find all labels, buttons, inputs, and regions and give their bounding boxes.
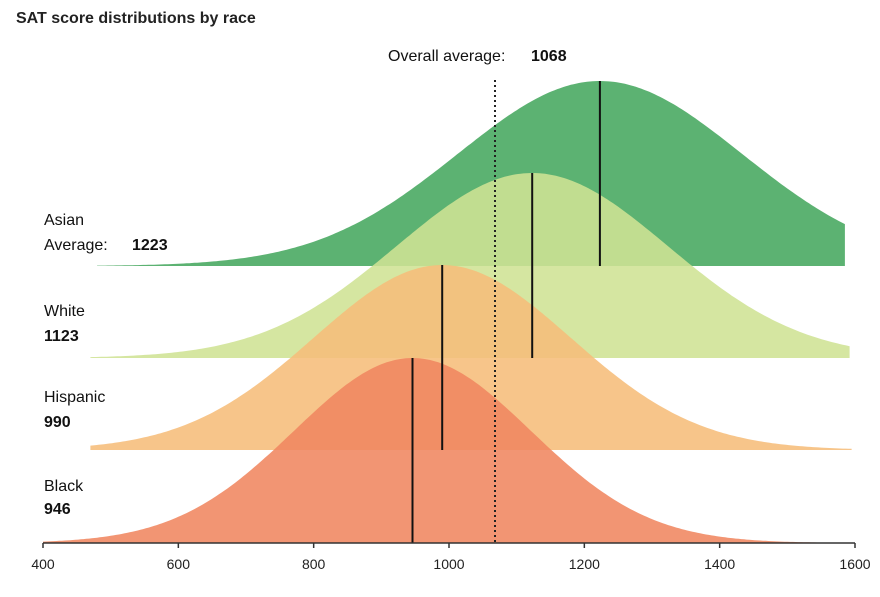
overall-average-value: 1068	[531, 48, 567, 65]
x-tick-label-600: 600	[167, 556, 191, 572]
series-label-black: Black 946	[44, 478, 84, 518]
chart-title: SAT score distributions by race	[16, 10, 256, 27]
x-tick-label-1000: 1000	[433, 556, 464, 572]
series-average-black: 946	[44, 501, 71, 518]
series-label-hispanic: Hispanic 990	[44, 389, 105, 431]
curve-black	[43, 358, 855, 543]
series-label-asian: Asian Average: 1223	[44, 212, 168, 254]
mean-lines	[411, 81, 601, 543]
curve-white	[90, 173, 850, 358]
curve-hispanic	[90, 265, 852, 450]
x-tick-label-400: 400	[31, 556, 55, 572]
series-name-hispanic: Hispanic	[44, 389, 105, 406]
x-tick-label-1200: 1200	[569, 556, 600, 572]
overall-average-annotation: Overall average: 1068	[388, 48, 567, 65]
series-label-white: White 1123	[44, 303, 85, 345]
series-average-prefix-asian: Average:	[44, 237, 108, 254]
x-tick-label-1600: 1600	[839, 556, 870, 572]
distribution-curves	[43, 81, 855, 543]
overall-average-label: Overall average:	[388, 48, 505, 65]
series-average-white: 1123	[44, 328, 79, 345]
series-name-asian: Asian	[44, 212, 84, 229]
x-tick-label-1400: 1400	[704, 556, 735, 572]
series-average-asian: 1223	[132, 237, 168, 254]
series-name-black: Black	[44, 478, 84, 495]
series-name-white: White	[44, 303, 85, 320]
series-average-hispanic: 990	[44, 414, 71, 431]
x-tick-label-800: 800	[302, 556, 326, 572]
series-labels: Asian Average: 1223 White 1123 Hispanic …	[44, 212, 168, 518]
curve-asian	[97, 81, 845, 266]
x-axis: 400 600 800 1000 1200 1400 1600	[31, 542, 871, 572]
